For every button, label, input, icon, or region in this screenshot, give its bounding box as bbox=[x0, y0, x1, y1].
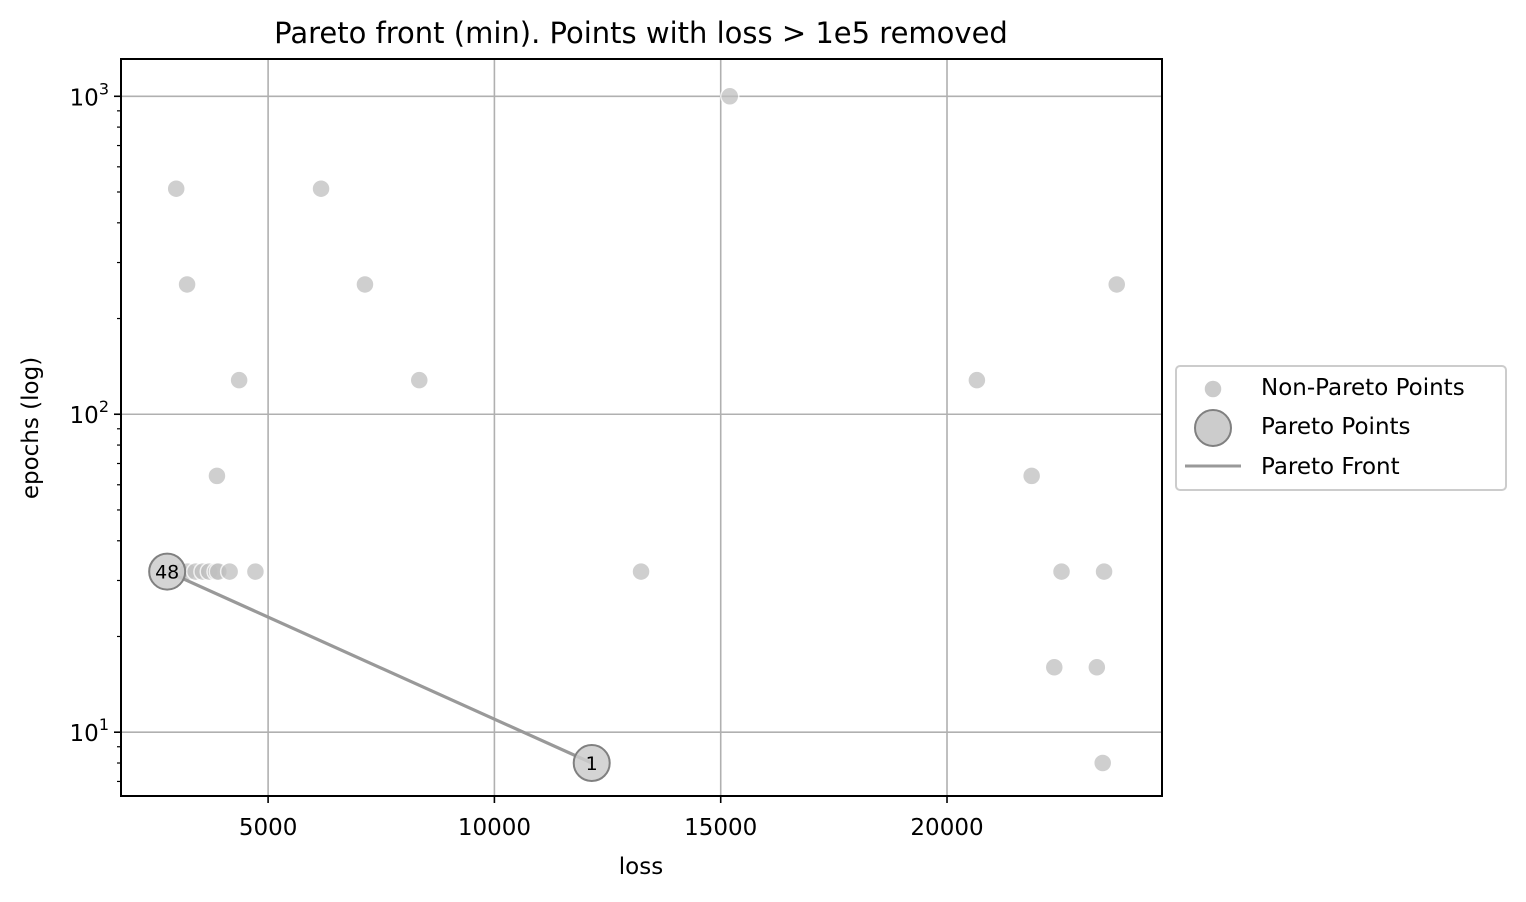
non-pareto-point bbox=[1044, 657, 1065, 678]
non-pareto-point bbox=[409, 370, 430, 390]
grid-lines bbox=[121, 59, 1162, 796]
legend: Non-Pareto Points Pareto Points Pareto F… bbox=[1175, 365, 1507, 491]
x-tick-label: 10000 bbox=[458, 815, 531, 841]
pareto-point-label: 1 bbox=[586, 753, 598, 775]
x-tick-label: 15000 bbox=[684, 815, 757, 841]
non-pareto-point bbox=[355, 274, 375, 295]
y-tick-label: 103 bbox=[70, 79, 109, 111]
non-pareto-point bbox=[177, 274, 197, 295]
legend-marker-pareto bbox=[1194, 409, 1232, 447]
data-series: 48 1 bbox=[148, 86, 1127, 783]
plot-frame bbox=[120, 58, 1163, 797]
legend-label-front: Pareto Front bbox=[1261, 454, 1400, 480]
y-axis-label: epochs (log) bbox=[18, 357, 44, 499]
non-pareto-point bbox=[631, 561, 651, 582]
non-pareto-point bbox=[1021, 466, 1042, 486]
y-tick-label: 102 bbox=[70, 397, 109, 429]
pareto-front-line bbox=[166, 570, 593, 765]
non-pareto-point bbox=[229, 370, 249, 390]
pareto-point bbox=[148, 552, 187, 591]
chart-title: Pareto front (min). Points with loss > 1… bbox=[274, 16, 1008, 50]
non-pareto-point bbox=[219, 561, 240, 582]
legend-label-non-pareto: Non-Pareto Points bbox=[1261, 375, 1465, 401]
legend-frame bbox=[1175, 365, 1507, 491]
non-pareto-point bbox=[311, 178, 331, 199]
non-pareto-point bbox=[166, 178, 186, 199]
x-tick-label: 20000 bbox=[910, 815, 983, 841]
non-pareto-point bbox=[207, 466, 227, 486]
non-pareto-point bbox=[1051, 561, 1072, 582]
x-axis-label: loss bbox=[619, 854, 663, 880]
legend-marker-non-pareto bbox=[1203, 379, 1223, 399]
pareto-point bbox=[572, 744, 611, 783]
non-pareto-point bbox=[967, 370, 987, 390]
pareto-point-label: 48 bbox=[155, 562, 179, 584]
non-pareto-point bbox=[1094, 561, 1114, 582]
non-pareto-point bbox=[1087, 657, 1107, 678]
non-pareto-point bbox=[1092, 753, 1113, 773]
non-pareto-point bbox=[1106, 274, 1127, 295]
non-pareto-point bbox=[720, 86, 740, 107]
axes: 5000 10000 15000 20000 101 102 103 bbox=[70, 79, 984, 841]
legend-label-pareto: Pareto Points bbox=[1261, 414, 1411, 440]
y-tick-label: 101 bbox=[70, 715, 109, 747]
x-tick-label: 5000 bbox=[239, 815, 298, 841]
non-pareto-point bbox=[245, 561, 266, 582]
